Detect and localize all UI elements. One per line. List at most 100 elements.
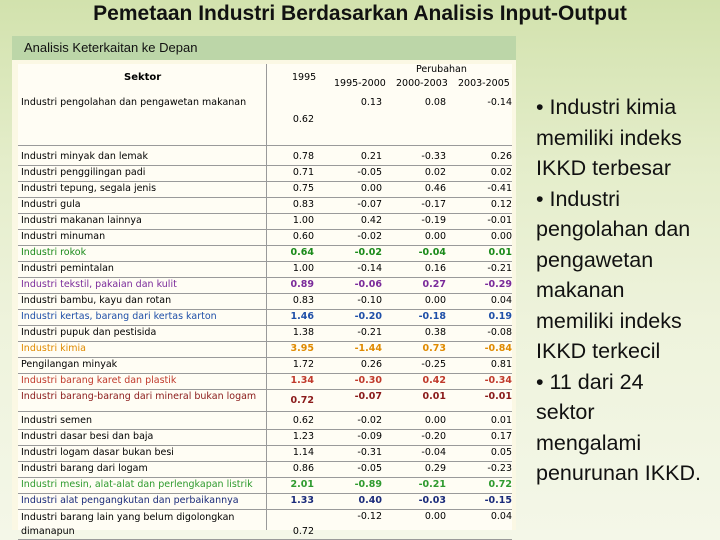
- change-p2: -0.19: [421, 215, 446, 226]
- change-p1: -0.31: [357, 447, 382, 458]
- change-p2: -0.21: [418, 479, 446, 490]
- change-p2: 0.00: [424, 415, 446, 426]
- change-p2: 0.00: [424, 295, 446, 306]
- change-p3: -0.01: [487, 215, 512, 226]
- change-p3: 0.05: [490, 447, 512, 458]
- change-p3: 0.12: [490, 199, 512, 210]
- table-row: Industri pengolahan dan pengawetan makan…: [18, 96, 512, 146]
- sector-name: Pengilangan minyak: [21, 359, 118, 370]
- value-1995: 0.72: [292, 526, 314, 537]
- change-p2: 0.27: [422, 279, 446, 290]
- change-p1: -1.44: [354, 343, 382, 354]
- finding-line: pengawetan: [536, 247, 654, 272]
- change-p2: 0.16: [424, 263, 446, 274]
- change-p1: -0.09: [357, 431, 382, 442]
- finding-line: penurunan IKKD.: [536, 461, 701, 485]
- change-p1: -0.06: [354, 279, 382, 290]
- change-p3: 0.04: [490, 295, 512, 306]
- change-p2: -0.04: [418, 247, 446, 258]
- change-p3: -0.84: [484, 343, 512, 354]
- change-p1: -0.05: [357, 167, 382, 178]
- header-2003-2005: 2003-2005: [458, 78, 510, 89]
- change-p2: 0.00: [424, 511, 446, 522]
- change-p1: 0.42: [360, 215, 382, 226]
- table-row: Industri logam dasar bukan besi 1.14 -0.31…: [18, 446, 512, 462]
- slide-title: Pemetaan Industri Berdasarkan Analisis I…: [93, 2, 627, 25]
- table-row: Industri minyak dan lemak 0.78 0.21 -0.33 0.…: [18, 150, 512, 166]
- change-p3: -0.29: [484, 279, 512, 290]
- sector-name: Industri mesin, alat-alat dan perlengkap…: [21, 479, 253, 490]
- change-p2: -0.20: [421, 431, 446, 442]
- key-findings: • Industri kimia memiliki indeks IKKD terb…: [536, 92, 720, 489]
- table-row: Industri gula 0.83 -0.07 -0.17 0.12: [18, 198, 512, 214]
- sector-name: Industri bambu, kayu dan rotan: [21, 295, 172, 306]
- table-panel: Analisis Keterkaitan ke Depan Sektor 199…: [12, 36, 516, 540]
- change-p3: 0.81: [490, 359, 512, 370]
- finding-line: sektor: [536, 400, 595, 424]
- change-p3: -0.21: [487, 263, 512, 274]
- table-row: Industri semen 0.62 -0.02 0.00 0.01: [18, 414, 512, 430]
- table-row: Industri makanan lainnya 1.00 0.42 -0.19 -0.…: [18, 214, 512, 230]
- sector-name: Industri gula: [21, 199, 81, 210]
- change-p1: -0.07: [357, 199, 382, 210]
- change-p3: -0.23: [487, 463, 512, 474]
- value-1995: 0.60: [292, 231, 314, 242]
- change-p1: 0.00: [360, 183, 382, 194]
- change-p2: 0.38: [424, 327, 446, 338]
- change-p3: -0.01: [484, 391, 512, 402]
- change-p1: 0.40: [358, 495, 382, 506]
- change-p1: -0.30: [354, 375, 382, 386]
- table-row: Industri penggilingan padi 0.71 -0.05 0.02 0…: [18, 166, 512, 182]
- table-row: Industri kimia 3.95 -1.44 0.73 -0.84: [18, 342, 512, 358]
- sector-name: Industri semen: [21, 415, 93, 426]
- sector-name: Industri tepung, segala jenis: [21, 183, 157, 194]
- change-p2: 0.29: [424, 463, 446, 474]
- value-1995: 0.62: [292, 114, 314, 125]
- value-1995: 0.78: [292, 151, 314, 162]
- sector-name: Industri barang dari logam: [21, 463, 148, 474]
- change-p2: -0.25: [421, 359, 446, 370]
- table-row: Industri pemintalan 1.00 -0.14 0.16 -0.21: [18, 262, 512, 278]
- change-p3: 0.26: [490, 151, 512, 162]
- table-row: Industri bambu, kayu dan rotan 0.83 -0.10 0…: [18, 294, 512, 310]
- value-1995: 1.33: [290, 495, 314, 506]
- value-1995: 1.38: [292, 327, 314, 338]
- value-1995: 0.64: [290, 247, 314, 258]
- change-p2: 0.01: [422, 391, 446, 402]
- sector-name: Industri barang karet dan plastik: [21, 375, 177, 386]
- change-p3: 0.02: [490, 167, 512, 178]
- change-p1: 0.21: [360, 151, 382, 162]
- table-row: Industri dasar besi dan baja 1.23 -0.09 -0.…: [18, 430, 512, 446]
- finding-line: IKKD terkecil: [536, 339, 661, 363]
- change-p1: -0.14: [357, 263, 382, 274]
- sector-name: Industri kertas, barang dari kertas kart…: [21, 311, 217, 322]
- table-row: Industri rokok 0.64 -0.02 -0.04 0.01: [18, 246, 512, 262]
- table-row: Industri tekstil, pakaian dan kulit 0.89 -…: [18, 278, 512, 294]
- table-row: Industri kertas, barang dari kertas kart…: [18, 310, 512, 326]
- change-p1: -0.02: [357, 231, 382, 242]
- change-p2: 0.73: [422, 343, 446, 354]
- header-perubahan: Perubahan: [416, 64, 467, 75]
- table-row: Industri barang-barang dari mineral buka…: [18, 390, 512, 412]
- value-1995: 2.01: [290, 479, 314, 490]
- value-1995: 1.14: [292, 447, 314, 458]
- finding-line: • Industri: [536, 186, 621, 211]
- value-1995: 0.72: [290, 395, 314, 406]
- sector-name: Industri pengolahan dan pengawetan makan…: [21, 97, 247, 108]
- value-1995: 0.62: [292, 415, 314, 426]
- change-p3: -0.34: [484, 375, 512, 386]
- change-p2: -0.03: [418, 495, 446, 506]
- sector-name: Industri rokok: [21, 247, 87, 258]
- change-p3: 0.04: [490, 511, 512, 522]
- table-row: Industri mesin, alat-alat dan perlengkap…: [18, 478, 512, 494]
- table-row: Pengilangan minyak 1.72 0.26 -0.25 0.81: [18, 358, 512, 374]
- finding-line: mengalami: [536, 430, 642, 455]
- panel-subtitle: Analisis Keterkaitan ke Depan: [12, 36, 516, 60]
- table-row: Industri tepung, segala jenis 0.75 0.00 0.4…: [18, 182, 512, 198]
- change-p1: 0.26: [360, 359, 382, 370]
- finding-line: memiliki indeks: [536, 308, 682, 333]
- change-p2: 0.08: [424, 97, 446, 108]
- change-p3: -0.08: [487, 327, 512, 338]
- table-row: Industri barang dari logam 0.86 -0.05 0.29 -…: [18, 462, 512, 478]
- change-p3: 0.17: [490, 431, 512, 442]
